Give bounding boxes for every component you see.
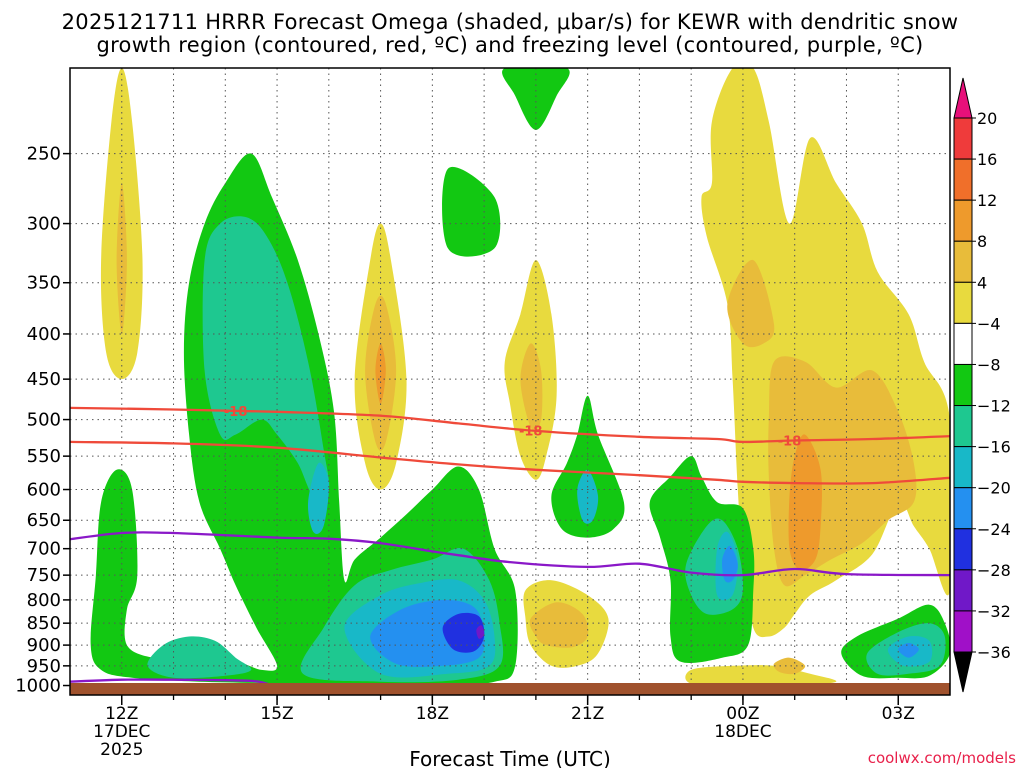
colorbar-label-3: 8 — [977, 232, 987, 251]
omega-region-6 — [520, 343, 543, 431]
y-tick-label-500: 500 — [27, 410, 61, 431]
colorbar-segment-2 — [953, 199, 973, 242]
omega-region-26 — [307, 462, 329, 534]
colorbar-top-arrow — [953, 77, 973, 119]
year-label-0: 2025 — [100, 740, 143, 760]
y-tick-label-850: 850 — [27, 613, 61, 634]
colorbar-segment-3 — [953, 240, 973, 283]
colorbar-segment-7 — [953, 405, 973, 448]
omega-region-33 — [898, 643, 919, 658]
title-line-2: growth region (contoured, red, ºC) and f… — [96, 33, 923, 57]
colorbar-label-0: 20 — [977, 109, 997, 128]
date-label-0: 17DEC — [93, 722, 150, 742]
omega-region-8 — [529, 602, 589, 648]
ground-bar — [70, 683, 950, 695]
y-axis: 2503003504004505005506006507007508008509… — [15, 144, 70, 697]
contour-line-0 — [70, 406, 950, 444]
y-tick-label-750: 750 — [27, 565, 61, 586]
omega-region-21 — [202, 216, 330, 498]
y-tick-label-1000: 1000 — [15, 676, 61, 697]
y-tick-label-900: 900 — [27, 635, 61, 656]
x-tick-label-21Z: 21Z — [571, 704, 604, 724]
colorbar-label-8: −16 — [977, 438, 1011, 457]
colorbar-label-10: −24 — [977, 520, 1011, 539]
omega-region-28 — [577, 469, 599, 524]
colorbar-label-2: 12 — [977, 191, 997, 210]
colorbar: 20 16 12 8 4 −4 −8 −12 −16 −20 −24 −28 −32 −36 — [953, 77, 1011, 693]
colorbar-label-5: −4 — [977, 314, 1001, 333]
colorbar-segment-10 — [953, 528, 973, 571]
colorbar-segment-11 — [953, 569, 973, 612]
colorbar-segment-9 — [953, 487, 973, 530]
colorbar-segment-8 — [953, 446, 973, 489]
colorbar-segment-0 — [953, 117, 973, 160]
y-tick-label-700: 700 — [27, 539, 61, 560]
omega-region-12 — [788, 434, 822, 571]
omega-region-18 — [551, 395, 625, 538]
y-tick-label-300: 300 — [27, 214, 61, 235]
y-tick-label-450: 450 — [27, 369, 61, 390]
omega-region-16 — [442, 166, 501, 257]
colorbar-segment-4 — [953, 281, 973, 324]
y-tick-label-400: 400 — [27, 324, 61, 345]
omega-shading — [90, 68, 950, 686]
y-tick-label-350: 350 — [27, 273, 61, 294]
omega-region-17 — [502, 68, 570, 130]
colorbar-segment-5 — [953, 322, 973, 365]
y-tick-label-550: 550 — [27, 446, 61, 467]
colorbar-label-13: −36 — [977, 643, 1011, 662]
omega-region-32 — [721, 545, 738, 583]
omega-region-10 — [727, 259, 775, 348]
plot-frame — [69, 67, 951, 696]
y-tick-label-600: 600 — [27, 480, 61, 501]
contour-label-0-2: -18 — [778, 435, 802, 450]
credit-text: coolwx.com/models — [868, 749, 1016, 767]
colorbar-segment-1 — [953, 158, 973, 201]
omega-region-35 — [476, 625, 485, 639]
x-tick-label-00Z: 00Z — [726, 704, 759, 724]
x-tick-label-18Z: 18Z — [416, 704, 449, 724]
omega-region-4 — [375, 343, 386, 404]
plot-area: -18 -18 -18 — [69, 67, 951, 696]
y-tick-label-250: 250 — [27, 144, 61, 165]
colorbar-label-11: −28 — [977, 561, 1011, 580]
colorbar-segment-6 — [953, 363, 973, 407]
contour-label-0-1: -18 — [519, 424, 543, 439]
contour-label-0-0: -18 — [224, 405, 248, 420]
omega-region-1 — [116, 183, 127, 334]
x-tick-label-15Z: 15Z — [260, 704, 293, 724]
omega-region-34 — [442, 612, 485, 653]
x-axis-title: Forecast Time (UTC) — [409, 747, 611, 768]
date-label-1: 18DEC — [714, 722, 771, 742]
omega-region-14 — [773, 657, 806, 675]
y-tick-label-800: 800 — [27, 590, 61, 611]
colorbar-label-6: −8 — [977, 355, 1001, 374]
colorbar-label-1: 16 — [977, 150, 997, 169]
colorbar-label-12: −32 — [977, 602, 1011, 621]
contour-lines: -18 -18 -18 — [70, 405, 950, 687]
colorbar-label-7: −12 — [977, 397, 1011, 416]
contour-line-2 — [70, 531, 950, 577]
title-line-1: 2025121711 HRRR Forecast Omega (shaded, … — [62, 10, 959, 34]
colorbar-label-9: −20 — [977, 479, 1011, 498]
y-tick-label-650: 650 — [27, 510, 61, 531]
colorbar-bottom-arrow — [953, 651, 973, 693]
contour-line-3 — [70, 678, 273, 687]
contour-line-1 — [70, 440, 950, 485]
colorbar-segment-12 — [953, 610, 973, 653]
y-tick-label-950: 950 — [27, 656, 61, 677]
omega-region-13 — [685, 665, 837, 686]
x-tick-label-12Z: 12Z — [105, 704, 138, 724]
x-tick-label-03Z: 03Z — [882, 704, 915, 724]
colorbar-label-4: 4 — [977, 273, 987, 292]
